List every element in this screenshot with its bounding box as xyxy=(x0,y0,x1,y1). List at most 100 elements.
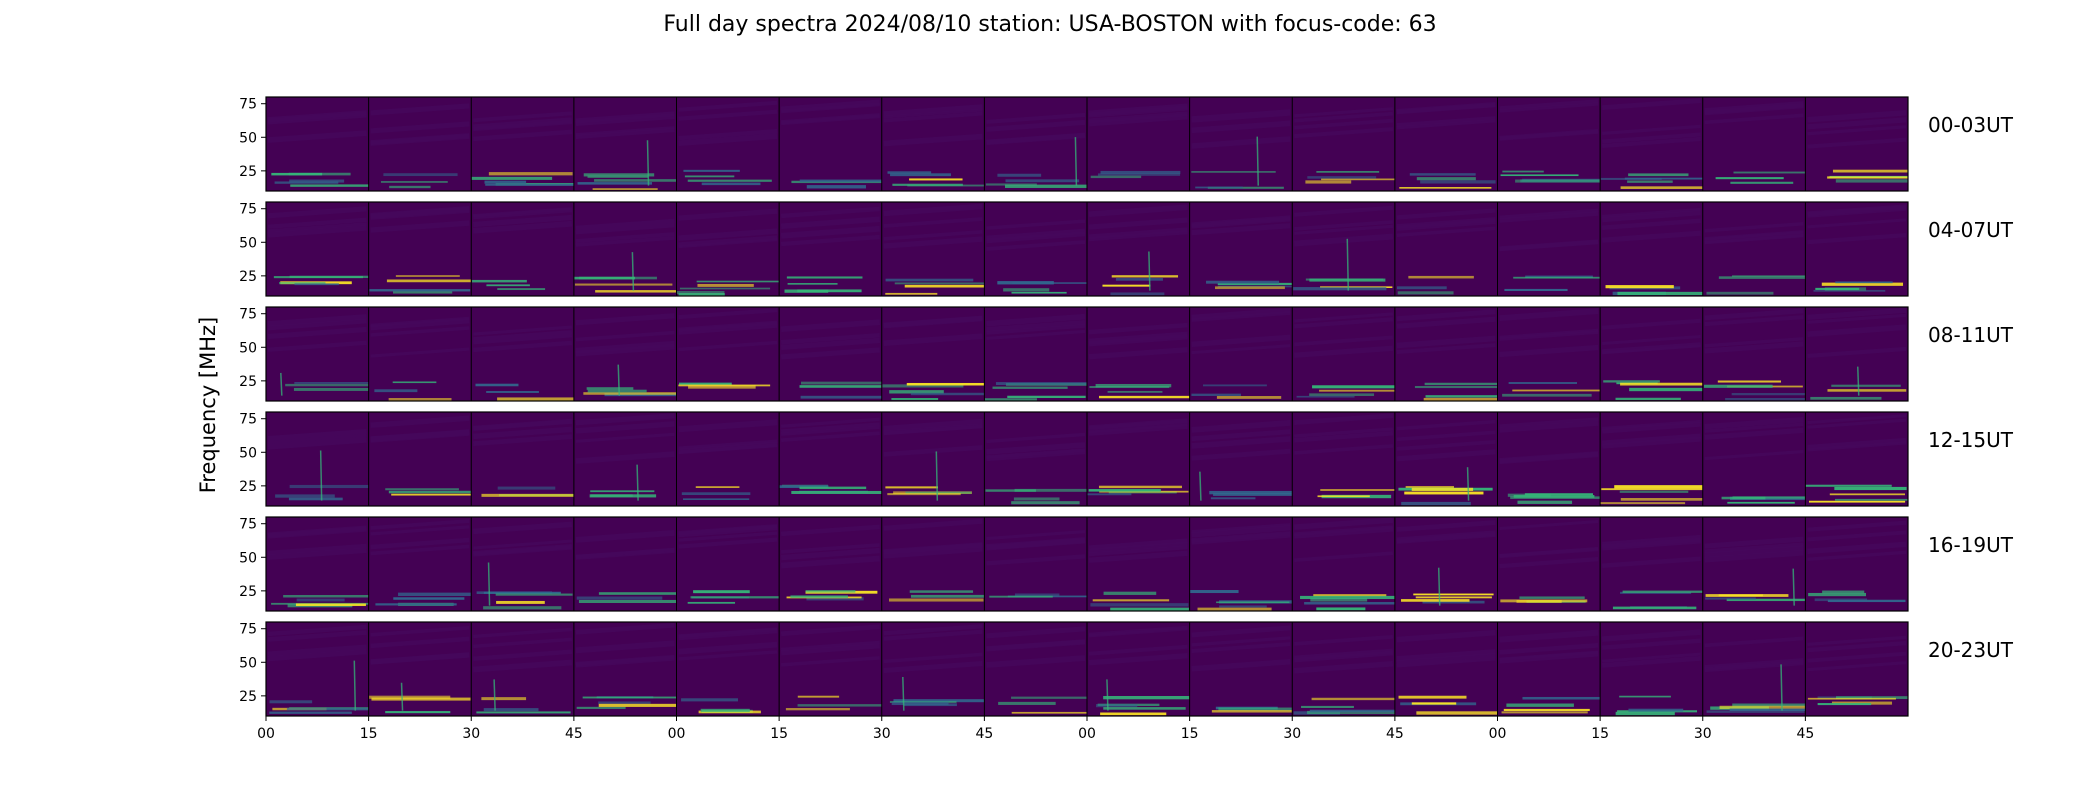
spectra-burst xyxy=(1780,664,1783,711)
spectra-burst xyxy=(636,464,639,501)
spectra-band xyxy=(801,381,882,385)
spectra-band xyxy=(797,704,882,707)
spectra-haze xyxy=(986,538,1086,551)
spectra-haze xyxy=(1601,537,1701,551)
spectra-row-frame xyxy=(265,96,1909,192)
spectra-haze xyxy=(1396,530,1496,543)
spectra-band xyxy=(885,292,938,295)
spectra-band xyxy=(889,390,944,394)
spectra-haze xyxy=(1396,649,1496,662)
spectra-haze xyxy=(1191,642,1291,654)
spectra-haze xyxy=(678,128,778,141)
y-tick-label: 75 xyxy=(239,517,257,533)
spectra-band xyxy=(1809,500,1906,503)
spectra-band xyxy=(1827,389,1907,392)
spectra-haze xyxy=(780,216,880,230)
spectra-band xyxy=(1835,696,1908,700)
spectra-band xyxy=(882,384,964,388)
spectra-haze xyxy=(1807,520,1907,532)
spectra-band xyxy=(1513,276,1601,279)
spectra-haze xyxy=(780,337,880,351)
spectra-band xyxy=(1317,495,1370,498)
spectra-haze xyxy=(370,415,470,428)
spectra-burst xyxy=(1106,679,1109,711)
spectra-haze xyxy=(473,649,573,661)
spectra-band xyxy=(1628,173,1689,177)
spectra-haze xyxy=(1191,436,1291,449)
spectra-band xyxy=(676,291,725,294)
spectra-band xyxy=(687,601,736,604)
spectra-haze xyxy=(473,637,572,649)
spectra-band xyxy=(1218,707,1293,711)
spectra-haze xyxy=(267,110,367,123)
spectra-burst xyxy=(487,562,491,606)
spectra-band xyxy=(984,398,1037,402)
spectra-haze xyxy=(1601,318,1701,330)
spectra-haze xyxy=(370,636,470,649)
spectra-burst xyxy=(353,660,357,711)
spectra-band xyxy=(1719,705,1806,709)
spectra-haze xyxy=(986,240,1086,251)
spectra-band xyxy=(583,392,677,395)
spectra-haze xyxy=(1704,103,1804,116)
spectra-band xyxy=(481,697,527,701)
spectra-haze xyxy=(986,448,1086,462)
spectra-haze xyxy=(267,648,367,662)
spectra-band xyxy=(497,486,556,490)
spectra-band xyxy=(1405,486,1454,488)
spectra-band xyxy=(1619,695,1671,698)
spectra-band xyxy=(684,175,735,178)
spectra-band xyxy=(790,595,848,598)
spectra-haze xyxy=(370,652,470,665)
spectra-haze xyxy=(575,622,675,635)
spectra-band xyxy=(293,387,369,391)
spectra-haze xyxy=(473,539,572,550)
spectra-band xyxy=(1832,169,1908,173)
spectra-band xyxy=(368,695,451,699)
spectra-haze xyxy=(1294,413,1394,425)
spectra-haze xyxy=(1704,422,1804,433)
spectra-haze xyxy=(780,206,880,219)
spectra-band xyxy=(1309,393,1375,397)
spectra-haze xyxy=(1602,335,1701,346)
spectra-haze xyxy=(1807,640,1907,653)
spectra-burst xyxy=(1466,467,1470,501)
spectra-band xyxy=(1416,711,1498,715)
spectra-haze xyxy=(883,315,983,328)
spectra-haze xyxy=(1499,210,1599,223)
spectra-burst xyxy=(400,682,404,711)
spectra-band xyxy=(1525,275,1593,278)
spectra-haze xyxy=(883,629,983,641)
spectra-haze xyxy=(1704,636,1804,648)
spectra-haze xyxy=(1499,519,1599,531)
spectra-band xyxy=(701,182,761,186)
spectra-haze xyxy=(575,343,675,357)
spectra-haze xyxy=(1499,650,1599,664)
spectra-band xyxy=(893,699,985,703)
spectra-band xyxy=(1503,708,1590,712)
spectra-haze xyxy=(1807,661,1907,672)
spectra-band xyxy=(1296,395,1355,398)
spectra-band xyxy=(1600,502,1686,505)
spectra-haze xyxy=(1191,334,1291,348)
spectra-band xyxy=(1624,177,1703,180)
spectra-band xyxy=(891,398,939,401)
spectra-haze xyxy=(1191,531,1291,545)
spectra-haze xyxy=(986,639,1086,652)
x-tick-label: 30 xyxy=(462,726,480,742)
spectra-band xyxy=(475,383,519,387)
spectra-haze xyxy=(575,547,675,559)
spectra-band xyxy=(1605,285,1674,289)
spectra-haze xyxy=(1088,550,1188,563)
row-label: 16-19UT xyxy=(1928,533,2014,557)
spectra-haze xyxy=(986,530,1086,541)
spectra-haze xyxy=(1294,634,1394,646)
spectra-band xyxy=(1805,484,1892,487)
spectra-haze xyxy=(1396,629,1496,643)
spectra-band xyxy=(275,494,335,498)
spectra-band xyxy=(889,598,984,602)
spectra-band xyxy=(1517,500,1573,504)
spectra-band xyxy=(1620,498,1703,501)
spectra-band xyxy=(1202,384,1267,387)
spectra-band xyxy=(1413,593,1494,596)
